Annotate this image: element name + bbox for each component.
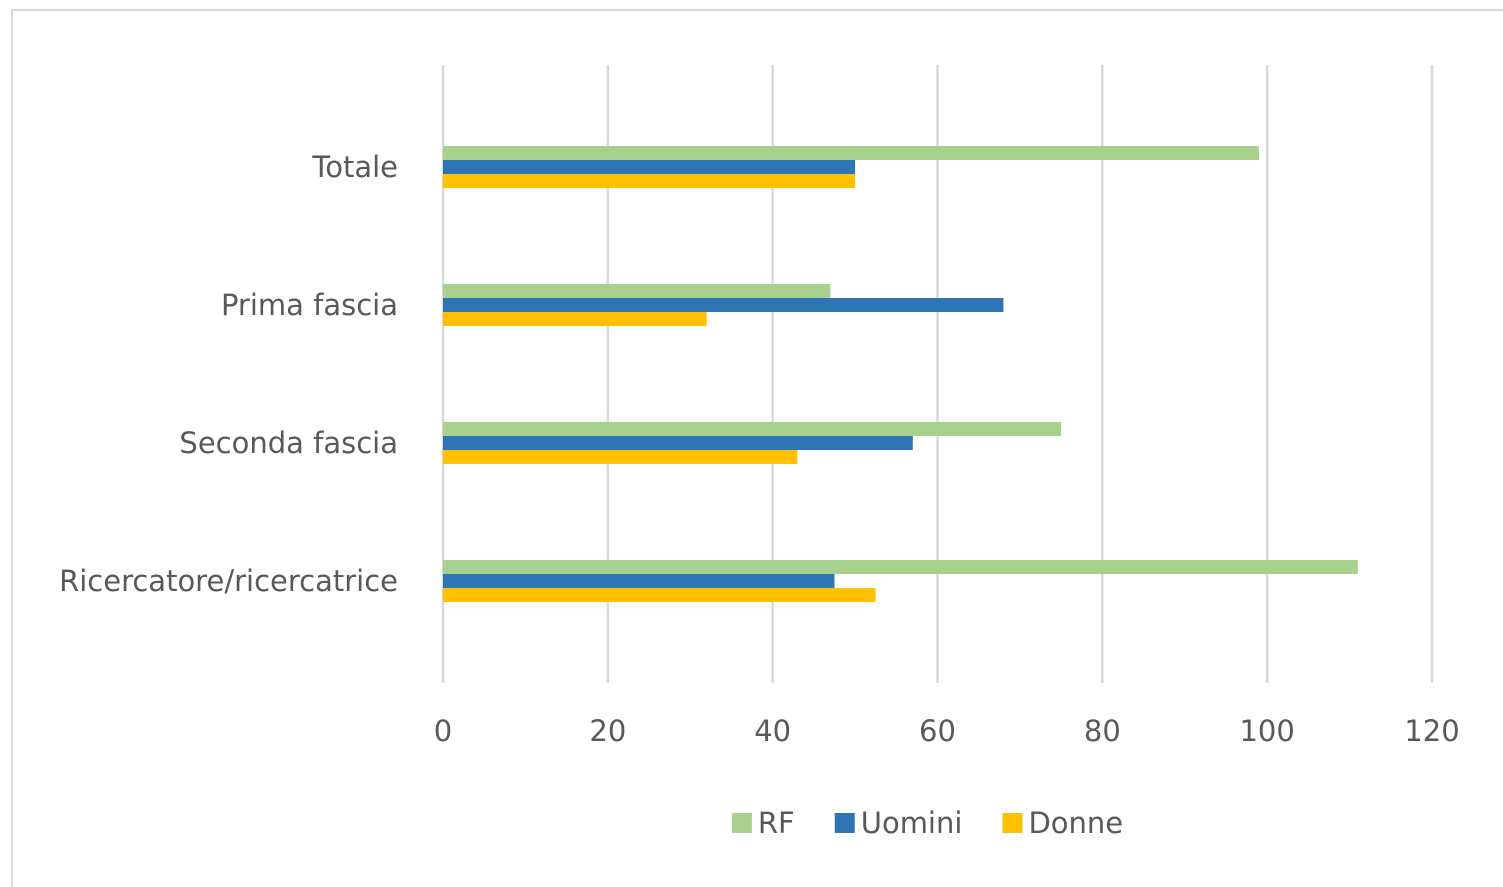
- y-tick-label: Totale: [311, 150, 398, 184]
- bar: [443, 560, 1358, 574]
- bar: [443, 574, 835, 588]
- x-tick-label: 120: [1404, 714, 1459, 748]
- bar: [443, 422, 1062, 436]
- legend-swatch: [834, 813, 855, 833]
- bar: [443, 160, 856, 174]
- x-tick-label: 0: [434, 714, 452, 748]
- bar: [443, 436, 913, 450]
- y-tick-label: Prima fascia: [221, 288, 398, 322]
- y-tick-label: Ricercatore/ricercatrice: [59, 564, 398, 598]
- legend-swatch: [731, 813, 752, 833]
- legend-label: Uomini: [861, 806, 963, 840]
- legend-label: Donne: [1028, 806, 1123, 840]
- bar: [443, 312, 707, 326]
- legend-label: RF: [758, 806, 795, 840]
- x-tick-label: 100: [1239, 714, 1294, 748]
- legend-swatch: [1002, 813, 1023, 833]
- bar: [443, 146, 1259, 160]
- x-tick-label: 40: [754, 714, 791, 748]
- bar: [443, 588, 876, 602]
- bar: [443, 298, 1004, 312]
- x-tick-label: 80: [1084, 714, 1121, 748]
- y-tick-label: Seconda fascia: [179, 426, 398, 460]
- x-tick-label: 20: [589, 714, 626, 748]
- bar: [443, 450, 798, 464]
- bar: [443, 284, 831, 298]
- bar: [443, 174, 856, 188]
- x-tick-label: 60: [919, 714, 956, 748]
